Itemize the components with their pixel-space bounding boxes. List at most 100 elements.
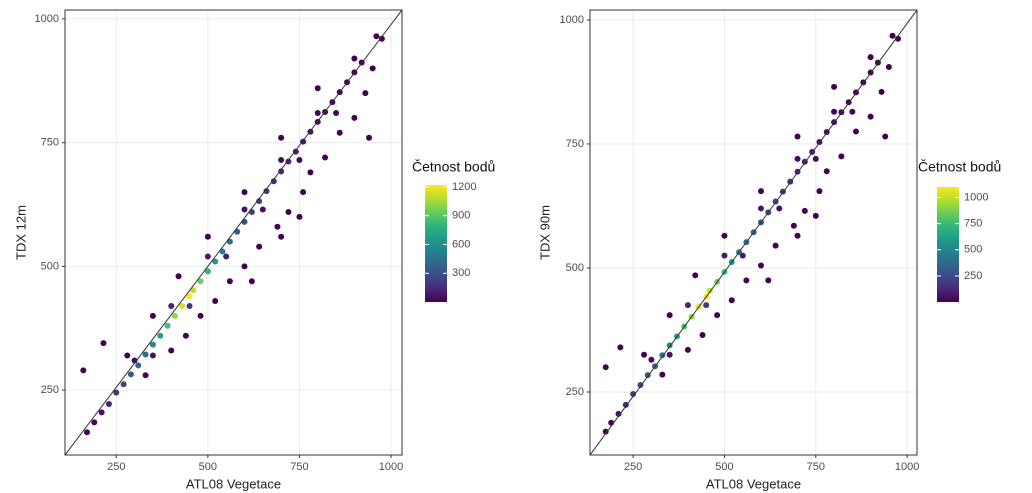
point bbox=[182, 332, 189, 339]
point bbox=[300, 189, 307, 196]
y-tick-label: 750 bbox=[41, 137, 59, 149]
point bbox=[278, 134, 285, 141]
point bbox=[823, 168, 830, 175]
point bbox=[164, 322, 171, 329]
point bbox=[241, 263, 248, 270]
colorbar-tick-label: 500 bbox=[964, 244, 982, 256]
point bbox=[219, 248, 226, 255]
colorbar-tick-label: 250 bbox=[964, 270, 982, 282]
point bbox=[684, 346, 691, 353]
point bbox=[831, 83, 838, 90]
point bbox=[149, 352, 156, 359]
point bbox=[314, 109, 321, 116]
point bbox=[790, 222, 797, 229]
point bbox=[212, 298, 219, 305]
point bbox=[378, 35, 385, 42]
x-axis-title: ATL08 Vegetace bbox=[706, 476, 801, 491]
point bbox=[149, 341, 156, 348]
point bbox=[351, 55, 358, 62]
point bbox=[149, 312, 156, 319]
x-tick-label: 750 bbox=[807, 461, 825, 473]
point bbox=[204, 253, 211, 260]
point bbox=[278, 233, 285, 240]
point bbox=[204, 268, 211, 275]
x-axis-title: ATL08 Vegetace bbox=[186, 476, 281, 491]
point bbox=[314, 85, 321, 92]
point bbox=[692, 272, 699, 279]
point bbox=[666, 351, 673, 358]
colorbar bbox=[937, 187, 959, 302]
y-tick-label: 250 bbox=[41, 384, 59, 396]
point bbox=[801, 207, 808, 214]
point bbox=[131, 357, 138, 364]
point bbox=[362, 90, 369, 97]
point bbox=[274, 223, 281, 230]
point bbox=[630, 390, 637, 397]
colorbar-tick-label: 300 bbox=[452, 267, 470, 279]
point bbox=[197, 278, 204, 285]
point bbox=[197, 312, 204, 319]
point bbox=[124, 352, 131, 359]
point bbox=[179, 303, 186, 310]
identity-line bbox=[65, 10, 402, 455]
point bbox=[849, 108, 856, 115]
legend-title: Četnost bodů bbox=[918, 159, 1001, 175]
y-tick-label: 1000 bbox=[35, 13, 59, 25]
colorbar-tick-label: 750 bbox=[964, 218, 982, 230]
point bbox=[256, 198, 263, 205]
point bbox=[831, 108, 838, 115]
point bbox=[721, 232, 728, 239]
x-tick-label: 1000 bbox=[895, 461, 919, 473]
point bbox=[223, 253, 230, 260]
point bbox=[743, 277, 750, 284]
x-tick-label: 500 bbox=[715, 461, 733, 473]
point bbox=[812, 212, 819, 219]
point bbox=[772, 242, 779, 249]
point bbox=[666, 312, 673, 319]
y-tick-label: 500 bbox=[41, 260, 59, 272]
colorbar bbox=[425, 185, 447, 302]
point bbox=[889, 32, 896, 39]
point bbox=[373, 33, 380, 40]
point bbox=[278, 168, 285, 175]
point bbox=[728, 297, 735, 304]
colorbar-tick-label: 600 bbox=[452, 238, 470, 250]
point bbox=[241, 189, 248, 196]
point bbox=[204, 233, 211, 240]
point bbox=[721, 252, 728, 259]
point bbox=[641, 351, 648, 358]
point bbox=[248, 208, 255, 215]
point bbox=[100, 340, 107, 347]
identity-line bbox=[590, 10, 917, 455]
point bbox=[186, 293, 193, 300]
point bbox=[127, 371, 134, 378]
point bbox=[615, 410, 622, 417]
point bbox=[336, 129, 343, 136]
point bbox=[714, 312, 721, 319]
point bbox=[878, 88, 885, 95]
point bbox=[212, 258, 219, 265]
legend-title: Četnost bodů bbox=[412, 159, 495, 175]
point bbox=[307, 169, 314, 176]
point bbox=[867, 54, 874, 61]
point bbox=[113, 389, 120, 396]
point bbox=[120, 381, 127, 388]
point bbox=[285, 158, 292, 165]
point bbox=[703, 302, 710, 309]
point bbox=[369, 65, 376, 72]
point bbox=[278, 156, 285, 163]
point bbox=[171, 312, 178, 319]
point bbox=[285, 208, 292, 215]
point bbox=[296, 156, 303, 163]
point bbox=[248, 278, 255, 285]
point bbox=[296, 213, 303, 220]
point bbox=[241, 206, 248, 213]
point bbox=[699, 331, 706, 338]
point bbox=[882, 133, 889, 140]
point bbox=[241, 218, 248, 225]
point bbox=[175, 273, 182, 280]
point bbox=[838, 153, 845, 160]
point bbox=[270, 178, 277, 185]
colorbar-tick-label: 900 bbox=[452, 210, 470, 222]
